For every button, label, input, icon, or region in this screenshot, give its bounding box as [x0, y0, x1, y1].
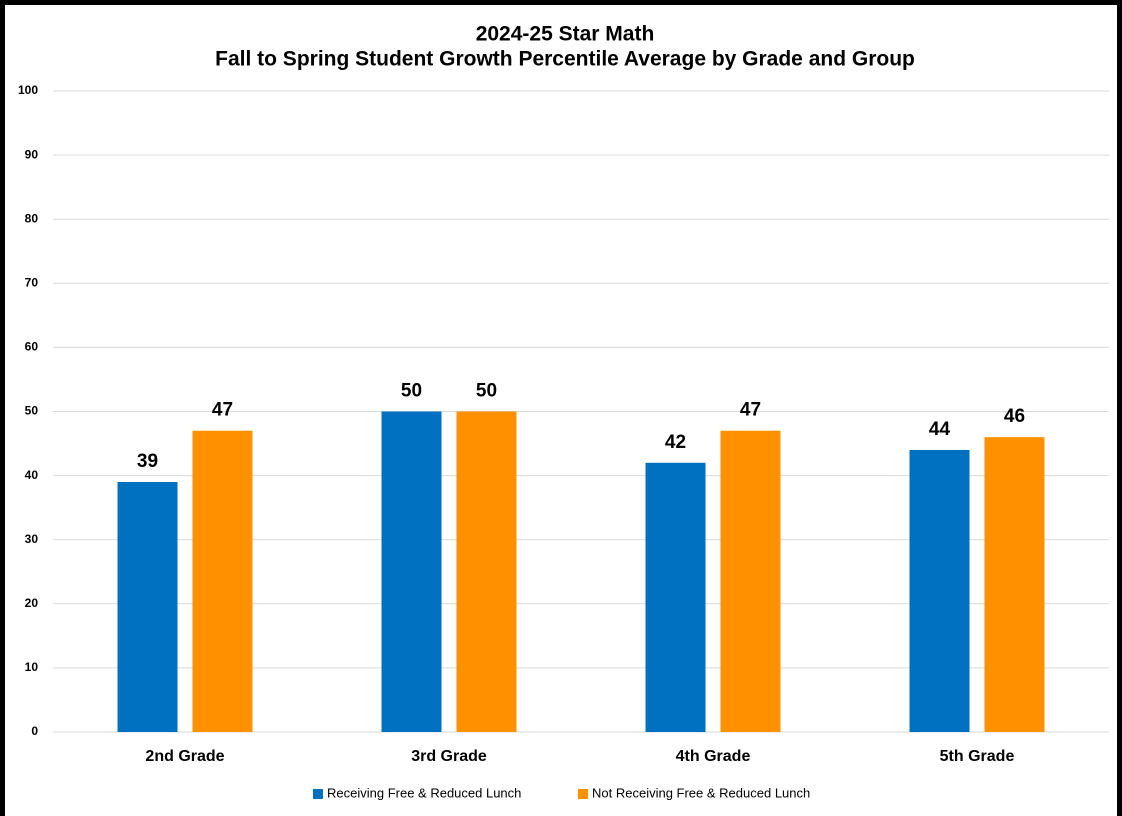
y-tick-label: 90: [25, 147, 39, 161]
value-label: 50: [401, 381, 422, 402]
x-tick-label: 2nd Grade: [145, 748, 224, 765]
y-tick-label: 30: [25, 532, 39, 546]
legend-label: Receiving Free & Reduced Lunch: [327, 785, 521, 800]
value-label: 42: [665, 432, 686, 453]
value-label: 46: [1004, 406, 1025, 427]
value-label: 50: [476, 381, 497, 402]
value-label: 47: [740, 400, 761, 421]
y-tick-label: 60: [25, 340, 39, 354]
y-tick-label: 50: [25, 404, 39, 418]
bar: [645, 462, 706, 732]
bar: [984, 437, 1045, 732]
bar: [117, 482, 178, 732]
bar: [381, 411, 442, 732]
bar: [456, 411, 517, 732]
value-label: 47: [212, 400, 233, 421]
y-tick-label: 0: [31, 724, 38, 738]
chart-subtitle: Fall to Spring Student Growth Percentile…: [215, 48, 915, 71]
x-tick-label: 4th Grade: [676, 748, 751, 765]
y-tick-label: 80: [25, 211, 39, 225]
value-label: 44: [929, 419, 951, 440]
y-tick-label: 20: [25, 596, 39, 610]
bar: [192, 430, 253, 732]
x-tick-label: 5th Grade: [940, 748, 1015, 765]
bar: [909, 449, 970, 732]
chart-title: 2024-25 Star Math: [476, 23, 655, 46]
y-tick-label: 100: [18, 83, 38, 97]
y-tick-label: 70: [25, 275, 39, 289]
y-tick-label: 10: [25, 660, 39, 674]
bar: [720, 430, 781, 732]
legend-swatch: [578, 789, 588, 799]
y-tick-label: 40: [25, 468, 39, 482]
x-tick-label: 3rd Grade: [411, 748, 487, 765]
value-label: 39: [137, 451, 158, 472]
legend-swatch: [313, 789, 323, 799]
legend-label: Not Receiving Free & Reduced Lunch: [592, 785, 810, 800]
